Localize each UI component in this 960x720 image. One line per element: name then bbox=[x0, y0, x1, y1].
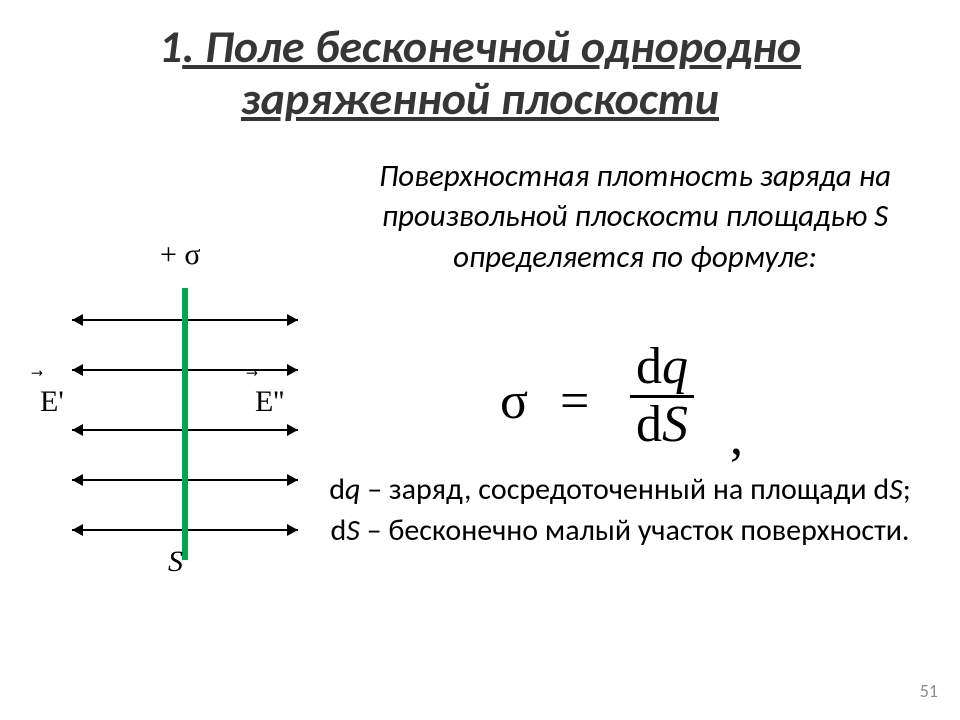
label-sigma: + σ bbox=[160, 238, 201, 272]
label-E-right: E⃗'' bbox=[255, 385, 284, 419]
formula-eq: = bbox=[560, 372, 589, 431]
title-line2: заряженной плоскости bbox=[241, 71, 719, 127]
page-number: 51 bbox=[920, 680, 938, 702]
formula: σ = dq dS , bbox=[500, 340, 760, 460]
formula-comma: , bbox=[730, 408, 743, 467]
formula-fraction: dq dS bbox=[630, 340, 694, 452]
diagram-svg bbox=[30, 240, 330, 580]
slide-title: 1. Поле бесконечной однородно заряженной… bbox=[0, 22, 960, 125]
label-E-left: E⃗' bbox=[40, 385, 64, 419]
title-line1: . Поле бесконечной однородно bbox=[182, 19, 801, 75]
formula-numerator: dq bbox=[630, 340, 694, 398]
title-number: 1 bbox=[159, 19, 182, 75]
formula-denominator: dS bbox=[630, 398, 694, 453]
label-S: S bbox=[168, 545, 183, 579]
intro-text: Поверхностная плотность заряда на произв… bbox=[330, 156, 940, 277]
formula-lhs: σ bbox=[500, 372, 528, 431]
diagram: + σ E⃗' E⃗'' S bbox=[30, 240, 330, 580]
definitions: dq – заряд, сосредоточенный на площади d… bbox=[300, 470, 940, 551]
